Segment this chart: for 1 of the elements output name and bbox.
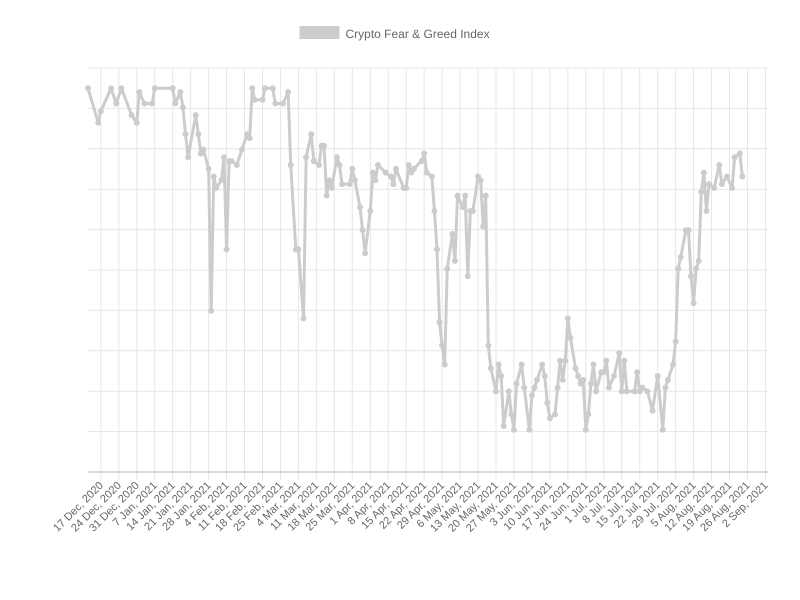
legend-label: Crypto Fear & Greed Index bbox=[346, 27, 490, 41]
